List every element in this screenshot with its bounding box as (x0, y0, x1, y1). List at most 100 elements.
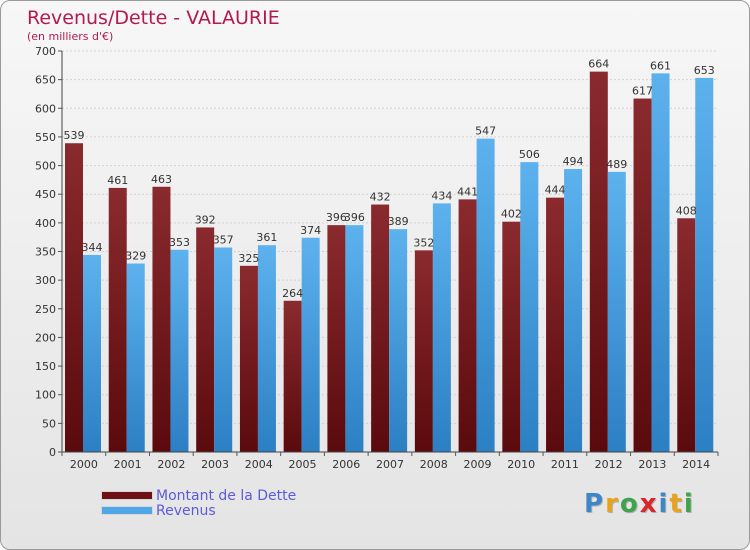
x-tick-label: 2012 (595, 458, 623, 471)
logo-letter: o (619, 489, 640, 519)
x-tick-label: 2000 (70, 458, 98, 471)
x-tick-label: 2014 (682, 458, 710, 471)
data-label-revenus: 494 (563, 155, 584, 168)
bar-revenus (214, 247, 233, 452)
bar-revenus (389, 229, 408, 452)
data-label-dette: 617 (632, 85, 653, 98)
data-label-revenus: 344 (82, 241, 103, 254)
axes: 0 50 100 150 200 250 300 350 400 450 500 550 600 650 7… (35, 45, 719, 471)
data-label-revenus: 389 (388, 215, 409, 228)
bar-dette (152, 186, 171, 452)
data-label-revenus: 329 (125, 250, 146, 263)
logo-letter: r (605, 489, 620, 519)
data-label-dette: 408 (676, 204, 697, 217)
legend-label-revenus: Revenus (156, 502, 216, 519)
x-tick-label: 2009 (463, 458, 491, 471)
data-label-dette: 396 (326, 211, 347, 224)
y-tick-label: 300 (35, 274, 56, 287)
bar-dette (327, 225, 346, 452)
data-label-dette: 444 (545, 184, 566, 197)
data-label-dette: 352 (413, 236, 434, 249)
bar-dette (283, 300, 302, 452)
data-label-dette: 432 (370, 191, 391, 204)
logo-letter: P (584, 489, 606, 519)
y-tick-label: 200 (35, 331, 56, 344)
data-label-revenus: 434 (431, 189, 452, 202)
data-label-dette: 392 (195, 213, 216, 226)
data-label-dette: 325 (238, 252, 259, 265)
bar-revenus (564, 169, 583, 452)
legend-swatch-revenus (101, 506, 153, 515)
bar-revenus (607, 171, 626, 452)
x-tick-label: 2006 (332, 458, 360, 471)
bar-dette (414, 250, 433, 452)
bar-revenus (651, 73, 670, 452)
bar-revenus (345, 225, 364, 452)
bar-dette (502, 221, 521, 452)
y-tick-label: 550 (35, 131, 56, 144)
proxiti-logo: Proxiti (584, 489, 695, 519)
y-tick-label: 600 (35, 102, 56, 115)
legend-item-debt: Montant de la Dette (101, 487, 297, 504)
chart-title: Revenus/Dette - VALAURIE (27, 7, 280, 29)
y-tick-label: 50 (42, 417, 56, 430)
legend: Montant de la Dette Revenus (101, 487, 297, 519)
chart-subtitle: (en milliers d'€) (27, 30, 114, 43)
data-label-dette: 539 (64, 129, 85, 142)
bar-revenus (170, 249, 189, 452)
y-tick-label: 650 (35, 74, 56, 87)
y-tick-label: 700 (35, 45, 56, 58)
y-tick-label: 150 (35, 360, 56, 373)
x-tick-label: 2011 (551, 458, 579, 471)
x-tick-label: 2004 (245, 458, 273, 471)
data-label-revenus: 396 (344, 211, 365, 224)
y-tick-label: 450 (35, 188, 56, 201)
data-label-revenus: 661 (650, 59, 671, 72)
data-label-revenus: 353 (169, 236, 190, 249)
legend-swatch-debt (101, 491, 153, 500)
x-tick-label: 2010 (507, 458, 535, 471)
data-label-revenus: 506 (519, 148, 540, 161)
bar-revenus (301, 237, 320, 452)
bar-dette (458, 199, 477, 452)
y-tick-label: 350 (35, 246, 56, 259)
x-tick-label: 2013 (638, 458, 666, 471)
bar-revenus (476, 138, 495, 452)
data-label-dette: 441 (457, 185, 478, 198)
bar-dette (677, 218, 696, 452)
x-tick-label: 2007 (376, 458, 404, 471)
legend-label-debt: Montant de la Dette (156, 487, 297, 504)
data-label-revenus: 374 (300, 224, 321, 237)
data-label-revenus: 361 (256, 231, 277, 244)
logo-letter: t (669, 489, 684, 519)
bar-revenus (432, 203, 451, 452)
x-tick-label: 2003 (201, 458, 229, 471)
data-labels: 5393444613294633533923573253612643743963… (64, 58, 715, 300)
bar-revenus (126, 263, 145, 452)
data-label-revenus: 489 (606, 158, 627, 171)
data-label-dette: 664 (588, 58, 609, 71)
bar-dette (633, 98, 652, 452)
data-label-dette: 463 (151, 173, 172, 186)
y-tick-label: 500 (35, 160, 56, 173)
bar-dette (65, 143, 83, 453)
bar-dette (371, 204, 390, 452)
legend-item-revenus: Revenus (101, 502, 296, 519)
logo-letter: i (683, 489, 695, 519)
x-tick-label: 2001 (114, 458, 142, 471)
x-tick-label: 2008 (420, 458, 448, 471)
bar-dette (546, 197, 565, 452)
y-tick-label: 100 (35, 389, 56, 402)
data-label-revenus: 653 (694, 64, 715, 77)
bar-dette (196, 227, 215, 452)
bar-revenus (695, 77, 714, 452)
data-label-revenus: 547 (475, 125, 496, 138)
bar-dette (589, 71, 608, 452)
y-tick-label: 0 (49, 446, 56, 459)
bar-revenus (520, 162, 539, 453)
y-tick-label: 400 (35, 217, 56, 230)
bar-revenus (83, 254, 101, 452)
bars (65, 71, 714, 453)
